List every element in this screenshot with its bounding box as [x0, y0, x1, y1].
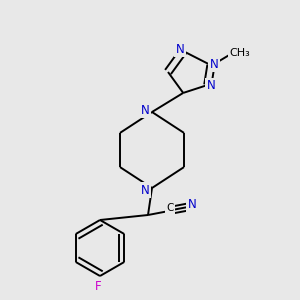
Text: F: F [95, 280, 101, 292]
Text: CH₃: CH₃ [230, 48, 250, 58]
Text: N: N [188, 199, 196, 212]
Text: C: C [166, 203, 174, 213]
Text: N: N [141, 184, 149, 196]
Text: N: N [176, 43, 184, 56]
Text: N: N [141, 103, 149, 116]
Text: N: N [209, 58, 218, 71]
Text: N: N [206, 80, 215, 92]
